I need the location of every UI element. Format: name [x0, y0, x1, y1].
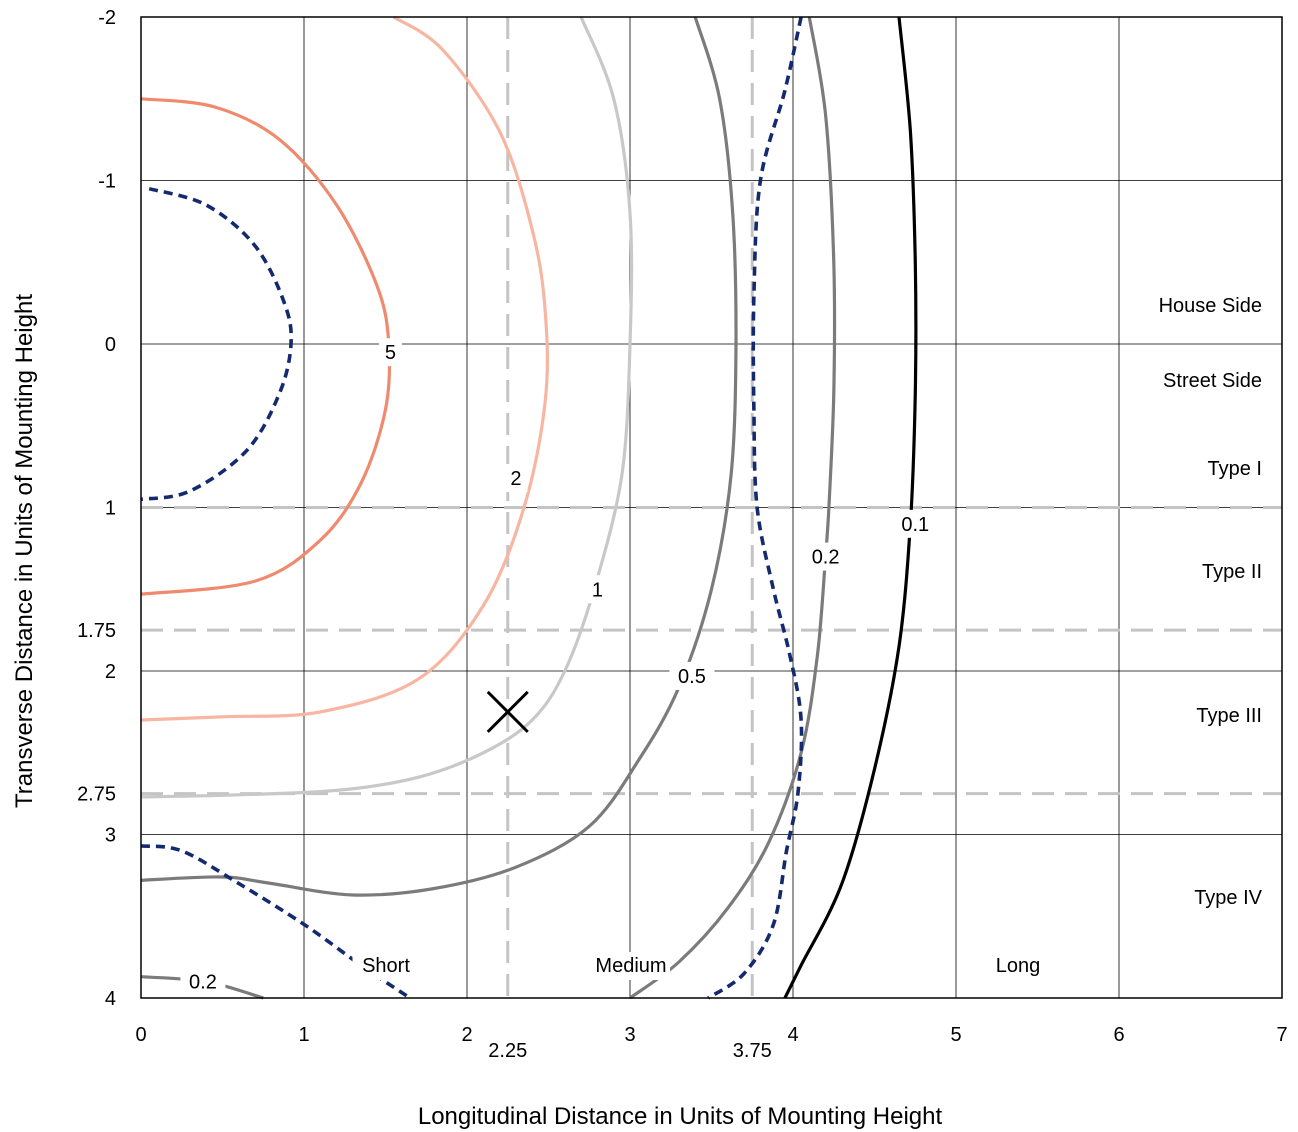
region-label-short: Short	[362, 955, 410, 977]
contour-label-bg	[180, 967, 226, 996]
contour-line-2	[140, 15, 549, 722]
y-tick-label: -1	[98, 171, 116, 193]
region-label-house-side: House Side	[1159, 295, 1262, 317]
x-reference-label: 3.75	[733, 1040, 772, 1062]
contour-line-5	[140, 97, 392, 596]
contour-line-1	[140, 16, 634, 799]
x-marker	[486, 690, 529, 733]
x-tick-label: 2	[461, 1024, 472, 1046]
x-tick-label: 3	[624, 1024, 635, 1046]
y-tick-label: 0	[105, 334, 116, 356]
x-tick-label: 1	[298, 1024, 309, 1046]
region-label-type-iv: Type IV	[1194, 887, 1262, 909]
contour-label: 2	[510, 468, 521, 490]
region-label-long: Long	[996, 955, 1041, 977]
region-label-medium: Medium	[595, 955, 666, 977]
y-axis-ticks: -2 -1 0 1 2 3 4 1.75 2.75	[77, 7, 116, 1010]
contour-label: 1	[592, 579, 603, 601]
contour-label-bg	[585, 575, 609, 604]
x-reference-label: 2.25	[488, 1040, 527, 1062]
contour-label: 0.5	[678, 666, 706, 688]
region-label-type-i: Type I	[1208, 458, 1262, 480]
y-tick-label: 4	[105, 988, 116, 1010]
x-tick-label: 7	[1276, 1024, 1287, 1046]
region-label-bg	[592, 952, 670, 980]
x-axis-ticks: 0 1 2 3 4 5 6 7 2.25 3.75	[135, 1024, 1287, 1062]
marker-stroke	[486, 690, 529, 733]
dashed-contour-line	[707, 16, 804, 1000]
y-tick-label: 2	[105, 661, 116, 683]
contour-line-0-1	[783, 16, 918, 999]
dashed-contour-line	[140, 186, 293, 502]
region-labels: House Side Street Side Type I Type II Type I…	[352, 295, 1263, 980]
plot-frame	[140, 16, 1283, 999]
x-tick-label: 6	[1113, 1024, 1124, 1046]
contour-label-bg	[504, 464, 528, 493]
contour-line-0-5	[629, 556, 828, 1000]
region-label-street-side: Street Side	[1163, 370, 1262, 392]
contour-label-bg	[892, 509, 938, 538]
contour-label: 0.2	[189, 972, 217, 994]
contour-label: 0.2	[812, 547, 840, 569]
contour-labels: 5 2 1 0.5 0.2 0.2 0.1	[180, 338, 938, 996]
contour-label-bg	[669, 661, 715, 690]
contour-line-0-2	[807, 16, 837, 557]
x-tick-label: 4	[787, 1024, 798, 1046]
x-axis-title: Longitudinal Distance in Units of Mounti…	[418, 1103, 943, 1130]
y-reference-label: 1.75	[77, 620, 116, 642]
contour-line-0-5	[140, 16, 738, 897]
region-label-bg	[352, 952, 420, 980]
y-axis-title: Transverse Distance in Units of Mounting…	[11, 294, 38, 808]
contour-label-bg	[803, 542, 849, 571]
y-tick-label: 1	[105, 498, 116, 520]
contour-label: 0.1	[901, 514, 929, 536]
y-tick-label: 3	[105, 825, 116, 847]
x-tick-label: 0	[135, 1024, 146, 1046]
y-tick-label: -2	[98, 7, 116, 29]
region-label-type-ii: Type II	[1202, 561, 1262, 583]
contour-label: 5	[385, 342, 396, 364]
contour-label-bg	[378, 338, 402, 367]
y-reference-label: 2.75	[77, 784, 116, 806]
reference-lines	[141, 17, 1282, 998]
x-tick-label: 5	[950, 1024, 961, 1046]
region-label-type-iii: Type III	[1196, 705, 1262, 727]
